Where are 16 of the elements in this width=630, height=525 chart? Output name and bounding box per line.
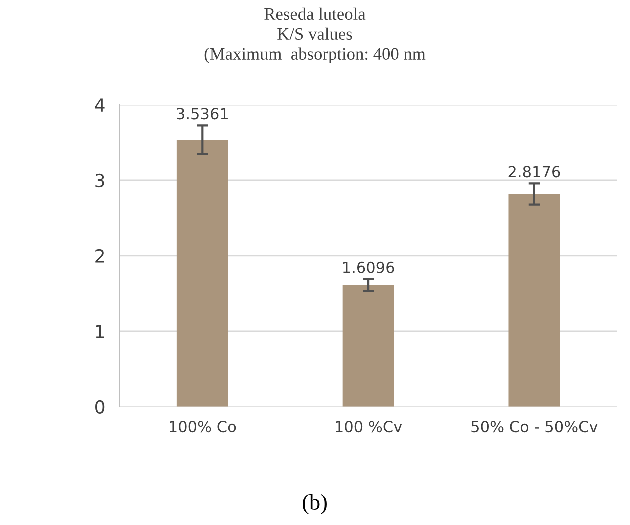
y-tick-label: 0 — [96, 400, 105, 414]
y-tick-label: 2 — [96, 249, 104, 263]
y-tick-label: 1 — [96, 325, 104, 338]
text: (b) — [303, 494, 327, 514]
chart-title: Reseda luteola K/S values (Maximum absorption: 400 nm — [204, 8, 426, 64]
bar — [342, 285, 394, 407]
bar — [508, 194, 560, 407]
data-label: 1.6096 — [344, 262, 394, 274]
y-tick-label: 3 — [96, 174, 104, 188]
y-tick-label: 4 — [95, 98, 105, 112]
x-tick-label: 100% Co — [170, 421, 236, 433]
data-label: 3.5361 — [177, 108, 228, 120]
x-tick-label: 50% Co - 50%Cv — [472, 421, 598, 433]
bar — [176, 140, 228, 407]
x-tick-label: 100 %Cv — [336, 421, 402, 433]
data-label: 2.8176 — [508, 166, 560, 178]
